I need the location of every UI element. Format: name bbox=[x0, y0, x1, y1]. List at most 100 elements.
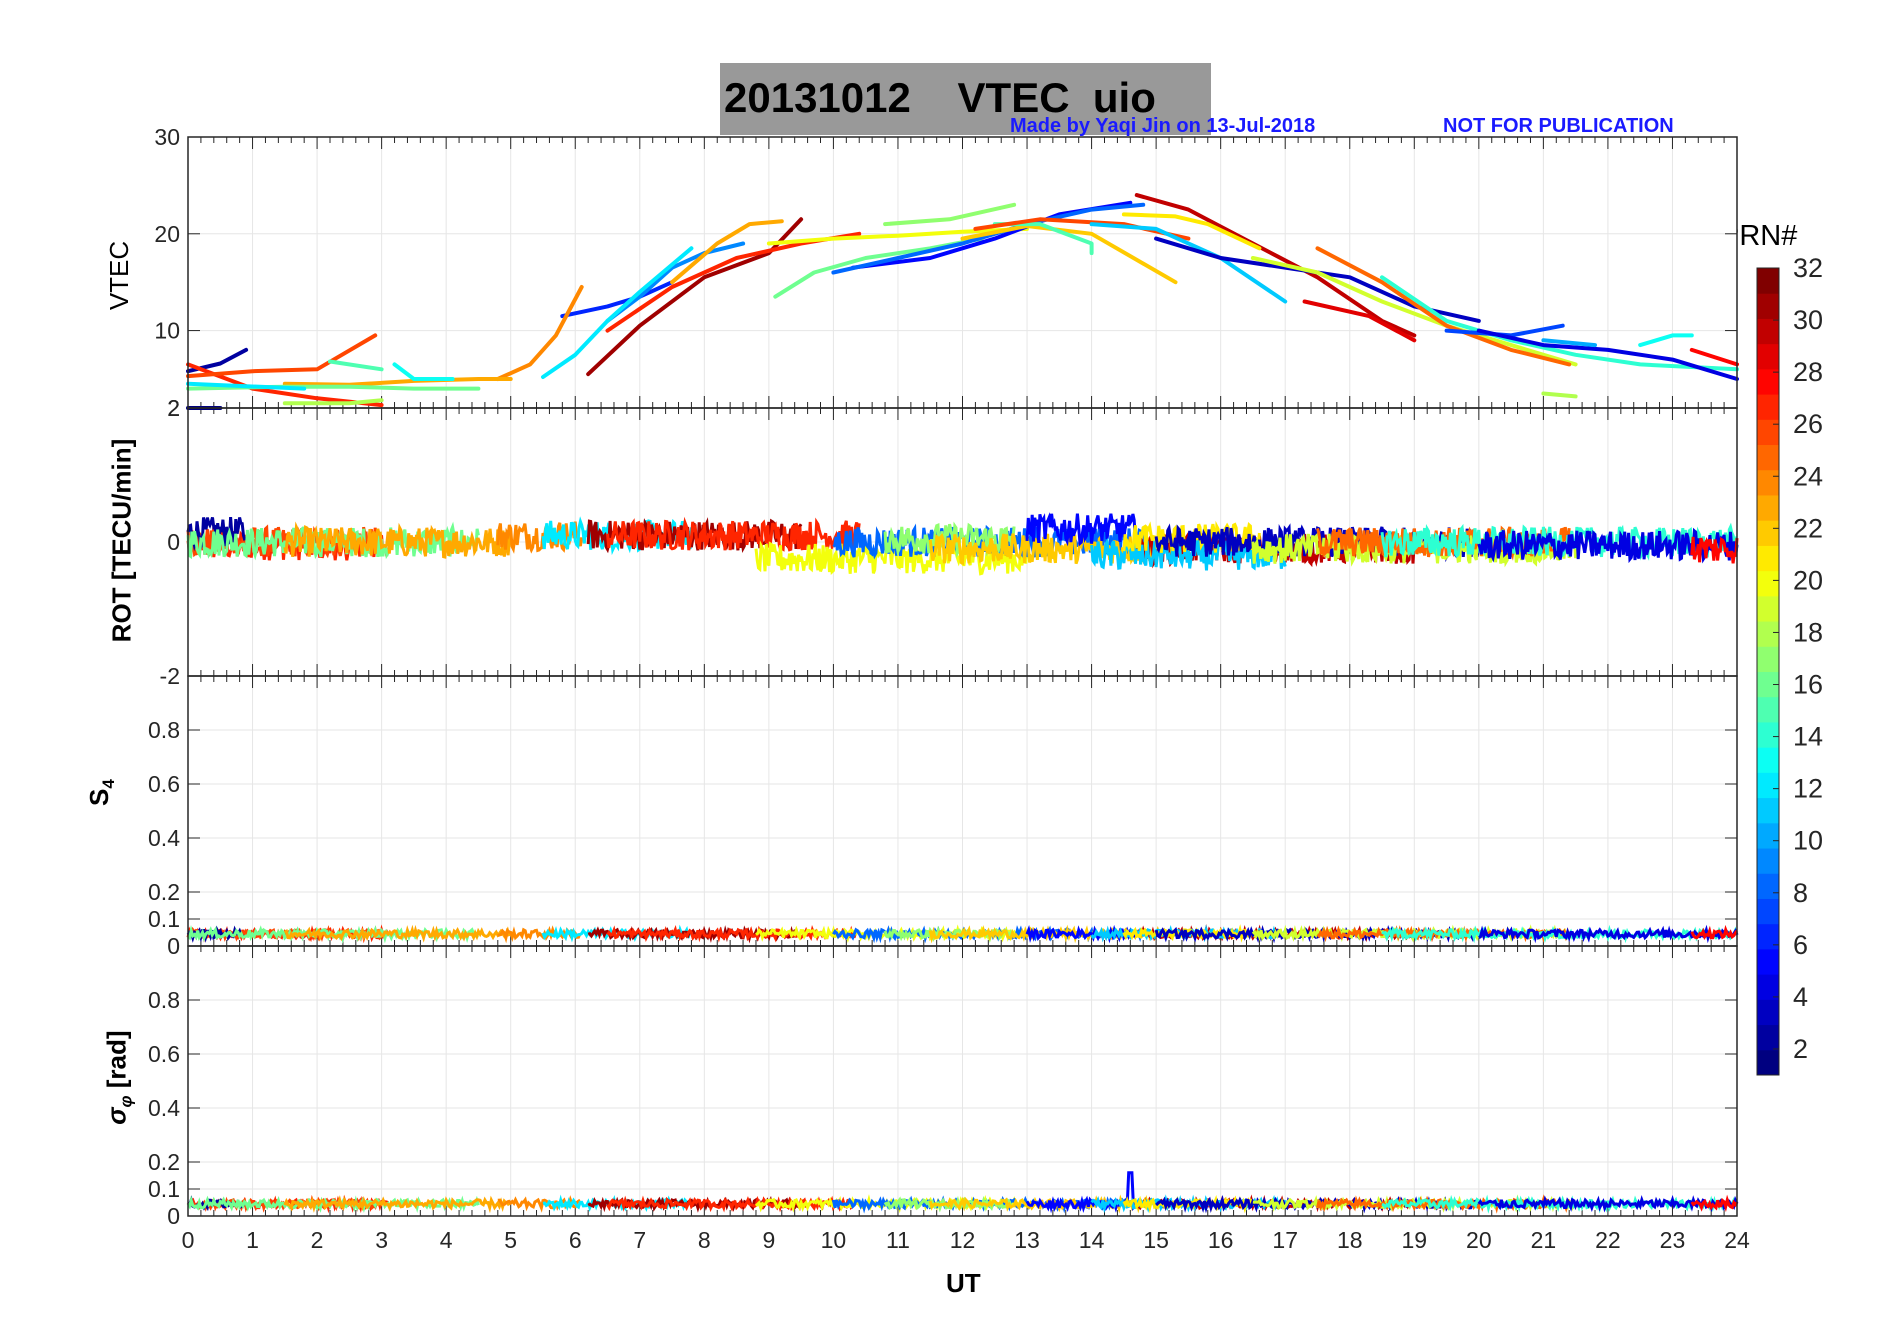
y-tick-label: 0.4 bbox=[148, 825, 180, 851]
colorbar-swatch bbox=[1757, 419, 1779, 446]
colorbar-swatch bbox=[1757, 898, 1779, 925]
colorbar-swatch bbox=[1757, 1024, 1779, 1051]
vtec-series-line bbox=[186, 333, 378, 379]
rot-series-line bbox=[754, 539, 1029, 576]
vtec-series-line bbox=[282, 398, 384, 406]
rot-series-line bbox=[883, 521, 1016, 559]
vtec-series-line bbox=[1380, 275, 1739, 372]
x-tick-label: 15 bbox=[1143, 1227, 1169, 1253]
colorbar-tick-label: 20 bbox=[1793, 565, 1823, 595]
y-tick-label: 2 bbox=[167, 395, 180, 421]
y-tick-label: 0.1 bbox=[148, 1176, 180, 1202]
colorbar-swatch bbox=[1757, 721, 1779, 748]
credit-author: Made by Yaqi Jin on 13-Jul-2018 bbox=[1010, 115, 1316, 137]
x-tick-label: 11 bbox=[886, 1227, 910, 1253]
y-tick-label: 0 bbox=[167, 1203, 180, 1229]
x-tick-label: 19 bbox=[1401, 1227, 1427, 1253]
colorbar-swatch bbox=[1757, 469, 1779, 496]
x-tick-label: 20 bbox=[1466, 1227, 1492, 1253]
colorbar-swatch bbox=[1757, 293, 1779, 319]
rot-series-line bbox=[1690, 536, 1739, 564]
colorbar-tick-label: 6 bbox=[1793, 930, 1808, 960]
colorbar-tick-label: 28 bbox=[1793, 357, 1823, 387]
colorbar-swatch bbox=[1757, 520, 1779, 546]
vtec-series-line bbox=[1121, 212, 1262, 251]
y-tick-label: 0.2 bbox=[148, 879, 180, 905]
vtec-series-line bbox=[670, 219, 784, 285]
colorbar-swatch bbox=[1757, 343, 1779, 370]
x-tick-label: 0 bbox=[182, 1227, 195, 1253]
y-tick-label: 0.2 bbox=[148, 1149, 180, 1175]
colorbar-tick-label: 4 bbox=[1793, 982, 1808, 1012]
vtec-series-line bbox=[1250, 256, 1578, 367]
vtec-series-line bbox=[766, 226, 1029, 246]
x-tick-label: 1 bbox=[246, 1227, 259, 1253]
colorbar-tick-label: 12 bbox=[1793, 774, 1823, 804]
title-box bbox=[720, 63, 1211, 135]
vtec-series-line bbox=[328, 359, 384, 372]
figure-title: 20131012 VTEC uio bbox=[724, 74, 1156, 121]
y-tick-label: 0 bbox=[167, 933, 180, 959]
x-tick-label: 12 bbox=[950, 1227, 976, 1253]
colorbar-swatch bbox=[1757, 595, 1779, 622]
colorbar-swatch bbox=[1757, 494, 1779, 521]
x-tick-label: 6 bbox=[569, 1227, 582, 1253]
y-tick-label: 0.6 bbox=[148, 771, 180, 797]
colorbar-tick-label: 14 bbox=[1793, 722, 1823, 752]
x-tick-label: 3 bbox=[375, 1227, 388, 1253]
y-tick-label: 0.6 bbox=[148, 1041, 180, 1067]
credit-warning: NOT FOR PUBLICATION bbox=[1443, 115, 1674, 137]
x-tick-label: 14 bbox=[1079, 1227, 1105, 1253]
sigma-series-line bbox=[283, 1195, 511, 1214]
vtec-series-line bbox=[1689, 347, 1739, 367]
sigma-series-line bbox=[1122, 1195, 1260, 1214]
colorbar-tick-label: 16 bbox=[1793, 670, 1823, 700]
vtec-series-line bbox=[560, 280, 675, 319]
vtec-series-line bbox=[1134, 193, 1417, 338]
x-tick-label: 8 bbox=[698, 1227, 711, 1253]
vtec-series-line bbox=[1302, 299, 1417, 343]
panel-sigma_phi: 00.10.2 0.4 0.6 0.8 bbox=[148, 946, 1738, 1229]
x-tick-label: 2 bbox=[311, 1227, 324, 1253]
sigma-series-line bbox=[186, 1195, 480, 1214]
vtec-series-line bbox=[541, 246, 694, 379]
x-tick-label: 23 bbox=[1660, 1227, 1686, 1253]
colorbar-swatch bbox=[1757, 948, 1779, 975]
x-tick-label: 17 bbox=[1272, 1227, 1298, 1253]
x-tick-label: 22 bbox=[1595, 1227, 1621, 1253]
colorbar-swatch bbox=[1757, 772, 1779, 799]
y-tick-label: -2 bbox=[160, 663, 180, 689]
panel-border bbox=[187, 945, 1738, 1217]
x-tick-label: 5 bbox=[504, 1227, 517, 1253]
x-tick-label: 21 bbox=[1531, 1227, 1557, 1253]
colorbar-swatch bbox=[1757, 394, 1779, 420]
panel-vtec: 2 10 20 30 bbox=[154, 124, 1738, 421]
vtec-series-line bbox=[392, 362, 455, 381]
vtec-series-line bbox=[495, 285, 584, 381]
colorbar-tick-label: 22 bbox=[1793, 513, 1823, 543]
colorbar-swatch bbox=[1757, 848, 1779, 874]
colorbar-tick-label: 30 bbox=[1793, 305, 1823, 335]
colorbar-tick-label: 18 bbox=[1793, 617, 1823, 647]
vtec-series-line bbox=[973, 217, 1191, 241]
x-tick-label: 7 bbox=[633, 1227, 646, 1253]
x-tick-label: 10 bbox=[821, 1227, 847, 1253]
panel-s4: 00.10.2 0.4 0.6 0.8 bbox=[148, 676, 1738, 959]
y-tick-label: 0.1 bbox=[148, 906, 180, 932]
colorbar-swatch bbox=[1757, 974, 1779, 1000]
colorbar-swatch bbox=[1757, 747, 1779, 773]
y-tick-label: 2 bbox=[167, 395, 180, 421]
colorbar-swatch bbox=[1757, 545, 1779, 572]
vtec-series-line bbox=[1089, 222, 1288, 304]
vtec-series-line bbox=[605, 241, 746, 323]
colorbar-tick-label: 2 bbox=[1793, 1034, 1808, 1064]
x-axis-label: UT bbox=[946, 1268, 981, 1298]
s4-series-line bbox=[283, 924, 511, 943]
colorbar-swatch bbox=[1757, 797, 1779, 824]
colorbar-swatch bbox=[1757, 444, 1779, 471]
colorbar-swatch bbox=[1757, 1049, 1779, 1076]
y-tick-label: 20 bbox=[154, 221, 180, 247]
y-tick-label: 0.8 bbox=[148, 717, 180, 743]
y-tick-label: 0.4 bbox=[148, 1095, 180, 1121]
